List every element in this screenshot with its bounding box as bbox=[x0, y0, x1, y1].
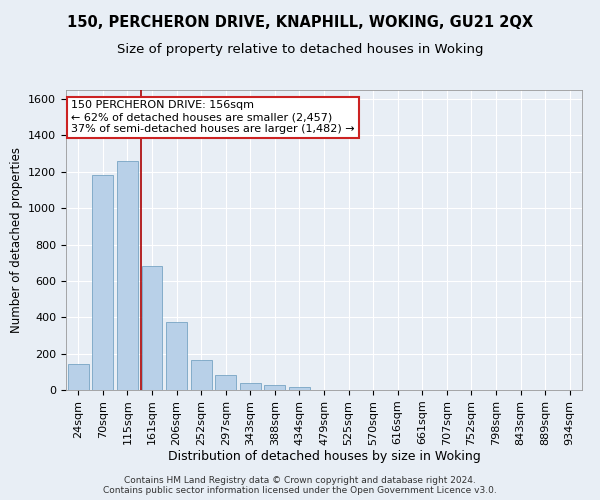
Bar bbox=[240, 383, 261, 390]
Text: Contains HM Land Registry data © Crown copyright and database right 2024.
Contai: Contains HM Land Registry data © Crown c… bbox=[103, 476, 497, 495]
Bar bbox=[68, 364, 89, 390]
Bar bbox=[92, 176, 113, 390]
Bar bbox=[191, 360, 212, 390]
Bar bbox=[166, 322, 187, 390]
Y-axis label: Number of detached properties: Number of detached properties bbox=[10, 147, 23, 333]
Bar bbox=[289, 386, 310, 390]
Bar bbox=[117, 161, 138, 390]
Text: 150, PERCHERON DRIVE, KNAPHILL, WOKING, GU21 2QX: 150, PERCHERON DRIVE, KNAPHILL, WOKING, … bbox=[67, 15, 533, 30]
X-axis label: Distribution of detached houses by size in Woking: Distribution of detached houses by size … bbox=[167, 450, 481, 464]
Text: 150 PERCHERON DRIVE: 156sqm
← 62% of detached houses are smaller (2,457)
37% of : 150 PERCHERON DRIVE: 156sqm ← 62% of det… bbox=[71, 100, 355, 134]
Bar bbox=[215, 376, 236, 390]
Text: Size of property relative to detached houses in Woking: Size of property relative to detached ho… bbox=[117, 42, 483, 56]
Bar bbox=[265, 386, 286, 390]
Bar bbox=[142, 266, 163, 390]
